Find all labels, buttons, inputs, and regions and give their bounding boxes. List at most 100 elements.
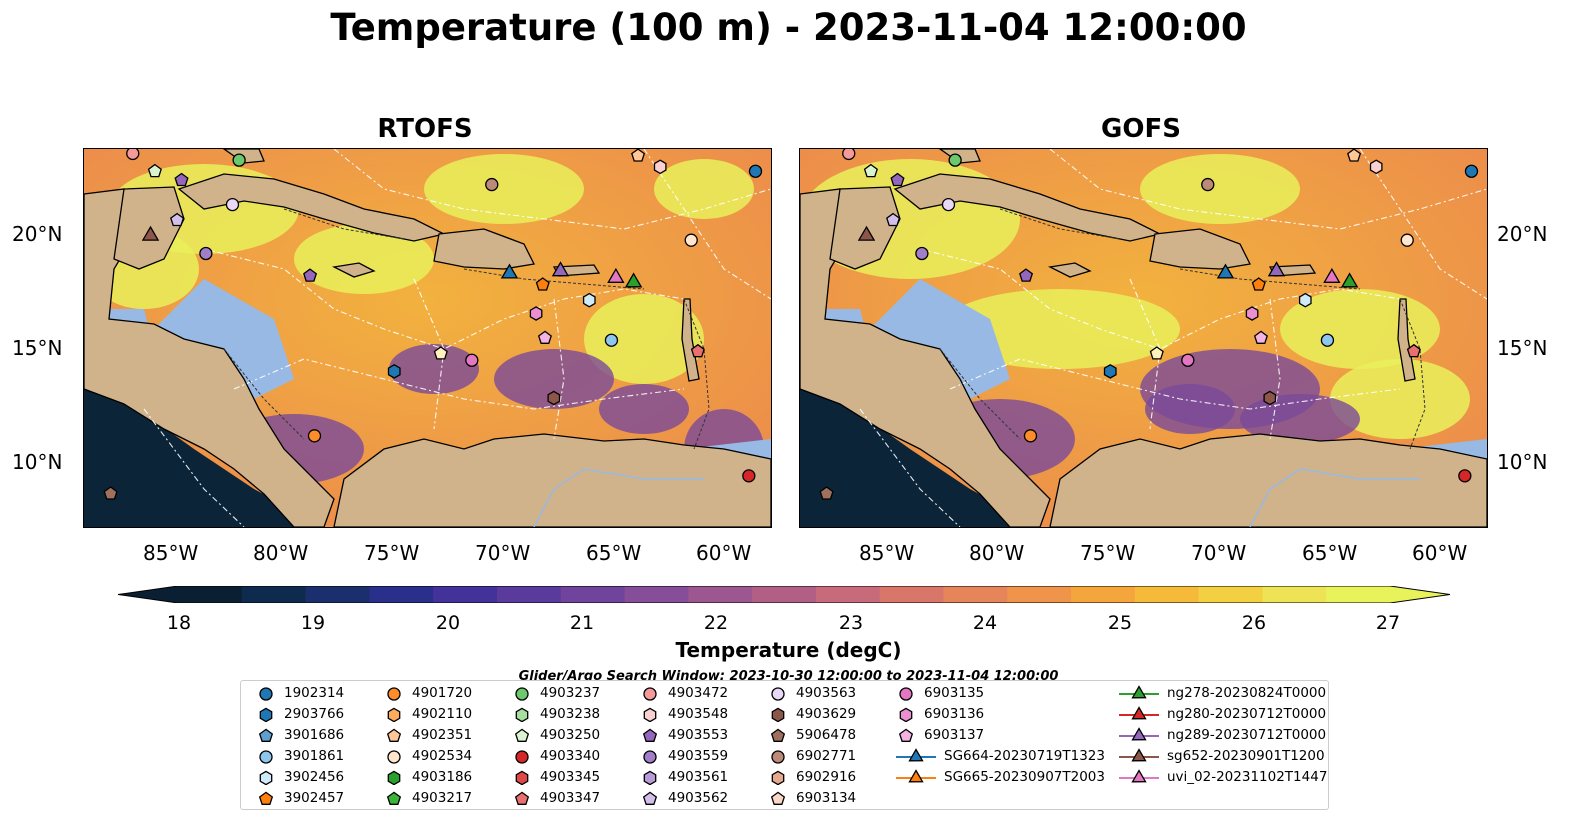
eez-boundary — [333, 149, 771, 230]
pentagon-legend-icon — [642, 728, 658, 742]
map-rtofs — [83, 148, 772, 528]
legend-label: SG664-20230719T1323 — [944, 748, 1105, 764]
argo-float-marker — [303, 268, 318, 282]
river — [533, 468, 704, 527]
argo-float-marker — [842, 149, 856, 161]
legend-label: 5906478 — [796, 727, 857, 743]
circle-legend-icon — [259, 687, 273, 701]
argo-float-marker — [604, 333, 619, 347]
legend-label: 3902456 — [284, 769, 345, 785]
hexagon-legend-marker — [387, 707, 401, 722]
jamaica — [331, 262, 376, 278]
eez-boundary — [143, 408, 245, 527]
colorbar-segment — [1071, 586, 1136, 603]
pentagon-legend-icon — [386, 791, 402, 805]
hexagon-legend-icon — [387, 770, 401, 785]
argo-float-marker — [232, 153, 246, 167]
argo-float-marker — [886, 212, 901, 227]
depth-contour — [939, 348, 1021, 440]
legend-item: 6903135 — [896, 685, 984, 701]
legend-label: 4903347 — [540, 790, 601, 806]
argo-float-marker — [1369, 159, 1383, 175]
colorbar-segment — [1198, 586, 1264, 603]
legend-item: 4903559 — [640, 748, 728, 764]
legend-item: 4903345 — [512, 769, 600, 785]
eez-boundary — [1049, 149, 1487, 230]
legend-label: 4903548 — [668, 706, 729, 722]
argo-float-marker — [174, 172, 189, 187]
legend-label: 4903250 — [540, 727, 601, 743]
argo-float-marker — [1320, 333, 1335, 347]
cool-water-patch — [1145, 384, 1235, 434]
colorbar-segment — [624, 586, 689, 603]
argo-float-marker — [547, 390, 561, 406]
colorbar-tick-18: 18 — [166, 612, 192, 634]
legend-label: 4902351 — [412, 727, 473, 743]
lat-label-20n: 20°N — [12, 222, 63, 246]
argo-float-marker — [915, 246, 929, 261]
legend: 1902314 2903766 3901686 3901861 3902456 39024… — [240, 680, 1329, 810]
legend-item: 4903472 — [640, 685, 728, 701]
argo-float-marker — [890, 172, 905, 187]
circle-legend-marker — [643, 687, 657, 701]
map-gofs — [799, 148, 1488, 528]
legend-item: SG664-20230719T1323 — [896, 748, 1105, 764]
hispaniola — [433, 228, 535, 270]
colorbar-segment — [943, 586, 1008, 603]
jamaica — [1047, 262, 1092, 278]
glider-marker — [607, 267, 625, 283]
colorbar-segment — [178, 586, 243, 603]
circle-legend-icon — [515, 687, 529, 701]
legend-label: 4901720 — [412, 685, 473, 701]
argo-float-marker — [225, 197, 240, 212]
pacific-ocean — [84, 389, 324, 527]
triangle-legend-icon — [1119, 706, 1159, 720]
argo-float-marker — [748, 164, 763, 178]
glider-marker — [1216, 263, 1235, 279]
legend-item: 6902916 — [768, 769, 856, 785]
colorbar-segment — [496, 586, 562, 603]
colorbar-tick-22: 22 — [703, 612, 729, 634]
argo-float-marker — [433, 346, 448, 360]
hexagon-legend-marker — [643, 707, 657, 722]
lon-label-65w-gofs: 65°W — [1302, 541, 1358, 565]
hexagon-legend-icon — [259, 707, 273, 722]
colorbar-segment — [433, 586, 498, 603]
legend-label: 6902916 — [796, 769, 857, 785]
colorbar-extend-high — [1390, 586, 1450, 603]
legend-item: 6903136 — [896, 706, 984, 722]
legend-label: 4903237 — [540, 685, 601, 701]
legend-item: uvi_02-20231102T1447 — [1119, 769, 1327, 785]
legend-item: 4902110 — [384, 706, 472, 722]
circle-legend-marker — [259, 750, 273, 764]
eez-boundary — [1359, 149, 1487, 300]
central-america — [84, 188, 335, 527]
legend-label: 4903559 — [668, 748, 729, 764]
lat-label-10n-right: 10°N — [1497, 450, 1548, 474]
colorbar-segment — [560, 586, 626, 603]
pentagon-legend-marker — [386, 728, 402, 742]
argo-float-marker — [199, 246, 213, 261]
argo-float-marker — [537, 330, 552, 344]
circle-legend-icon — [899, 687, 913, 701]
pentagon-legend-icon — [258, 728, 274, 742]
eez-boundary — [1269, 298, 1281, 440]
legend-item: SG665-20230907T2003 — [896, 769, 1105, 785]
lat-label-10n: 10°N — [12, 450, 63, 474]
legend-label: 4903345 — [540, 769, 601, 785]
legend-item: 4902534 — [384, 748, 472, 764]
argo-float-marker — [1149, 346, 1164, 360]
depth-contour — [463, 268, 645, 290]
river — [1249, 468, 1420, 527]
legend-item: 4902351 — [384, 727, 472, 743]
hexagon-legend-marker — [387, 770, 401, 785]
triangle-legend-icon — [1119, 727, 1159, 741]
circle-legend-marker — [259, 687, 273, 701]
circle-legend-icon — [515, 750, 529, 764]
lat-label-20n-right: 20°N — [1497, 222, 1548, 246]
eez-boundary — [919, 248, 1401, 350]
legend-item: ng280-20230712T0000 — [1119, 706, 1326, 722]
glider-marker — [857, 225, 876, 241]
hexagon-legend-icon — [259, 770, 273, 785]
legend-label: 3902457 — [284, 790, 345, 806]
